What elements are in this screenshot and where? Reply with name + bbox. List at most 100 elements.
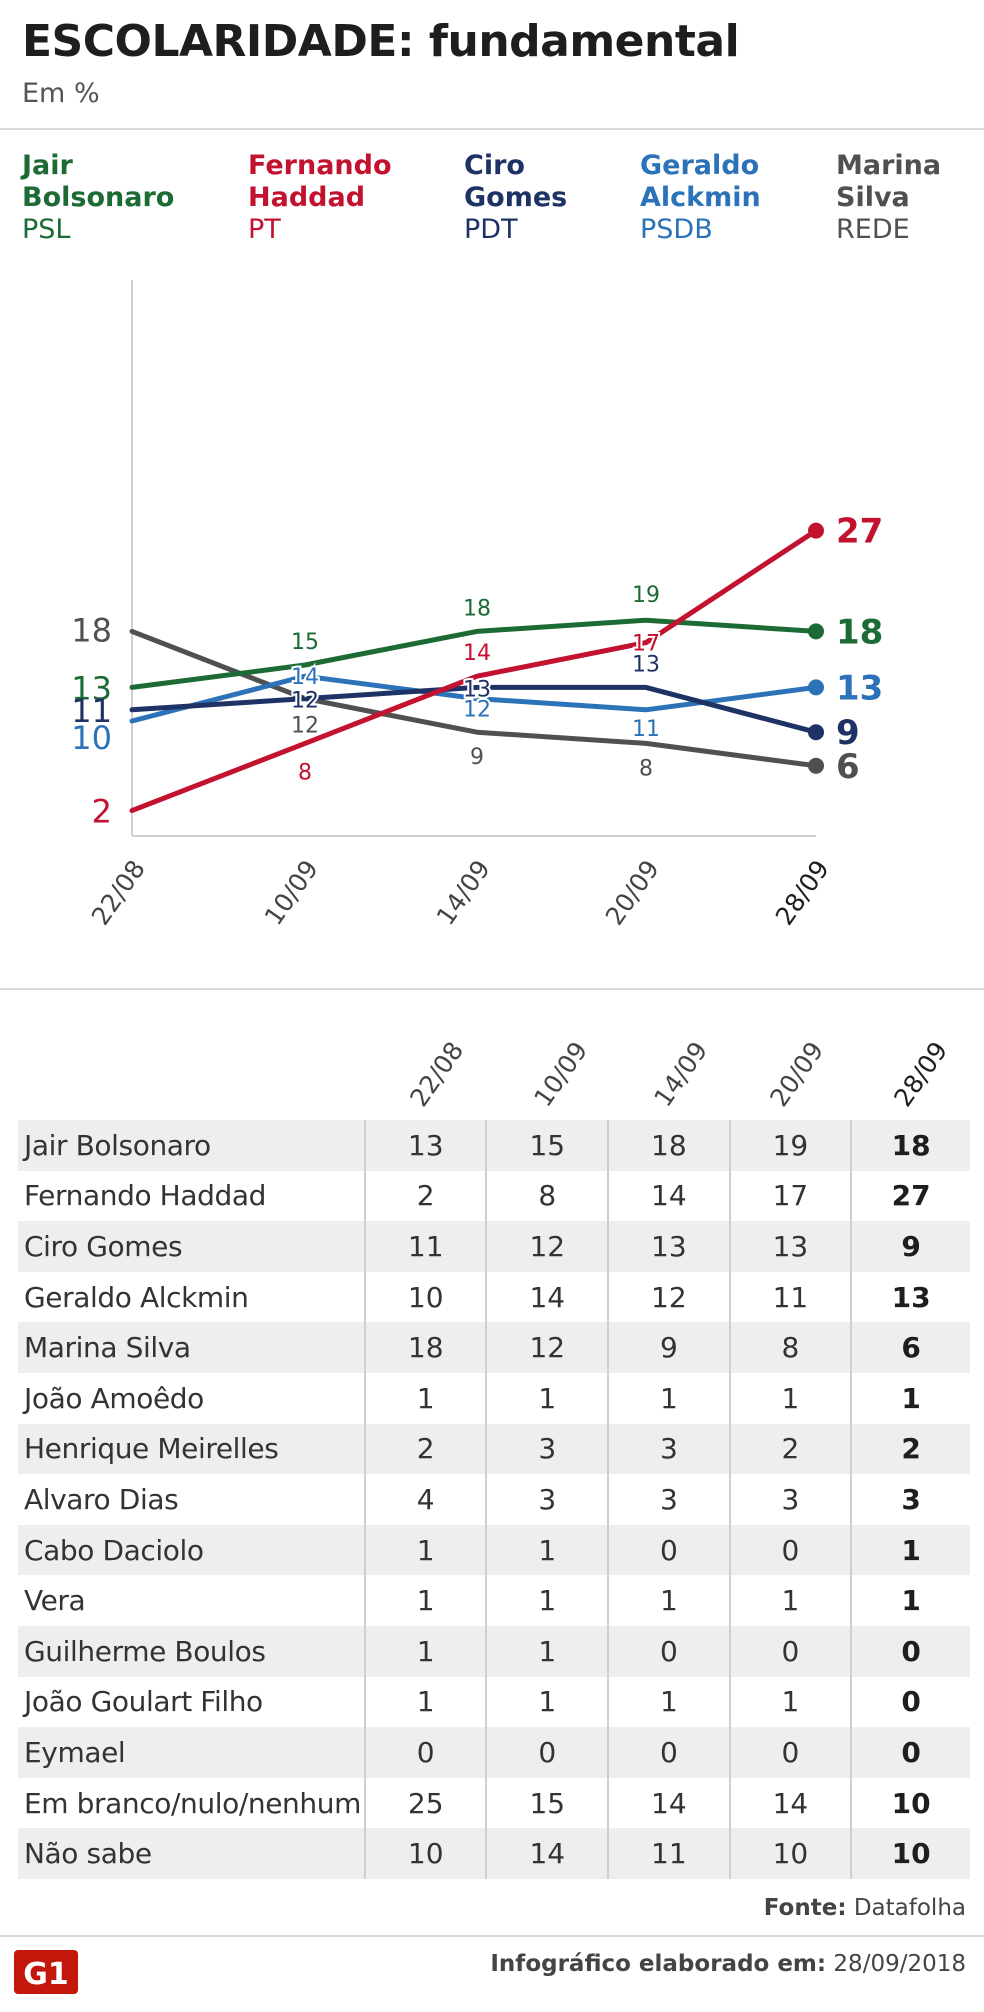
table-row: Ciro Gomes 11 12 13 13 9	[18, 1221, 970, 1272]
header-divider	[0, 128, 984, 130]
x-tick-label: 10/09	[259, 855, 324, 931]
data-label-bolsonaro: 13	[71, 669, 112, 707]
row-value-cell: 12	[608, 1271, 731, 1323]
table-row: Marina Silva 18 12 9 8 6	[18, 1322, 970, 1373]
data-label-ciro: 12	[291, 689, 319, 714]
legend-last-name: Bolsonaro	[22, 182, 175, 213]
results-table: Jair Bolsonaro 13 15 18 19 18 Fernando Haddad 2…	[18, 1120, 970, 1879]
table-row: Eymael 0 0 0 0 0	[18, 1727, 970, 1778]
data-label-bolsonaro: 19	[632, 583, 660, 608]
table-row: Fernando Haddad 2 8 14 17 27	[18, 1170, 970, 1222]
table-row: João Goulart Filho 1 1 1 1 0	[18, 1676, 970, 1728]
legend-first-name: Marina	[836, 150, 942, 181]
row-value-cell: 11	[729, 1271, 853, 1323]
series-layer	[129, 522, 824, 814]
row-value-cell: 11	[608, 1828, 731, 1879]
row-value-cell: 1	[486, 1676, 610, 1728]
row-value-cell: 1	[729, 1575, 853, 1626]
row-candidate-name: Vera	[18, 1575, 366, 1626]
table-row: Alvaro Dias 4 3 3 3 3	[18, 1474, 970, 1525]
legend-last-name: Haddad	[248, 182, 366, 213]
legend-first-name: Fernando	[248, 150, 392, 181]
x-tick-label: 14/09	[431, 855, 496, 931]
row-value-cell: 1	[364, 1625, 488, 1677]
row-value-cell: 2	[850, 1423, 970, 1475]
row-candidate-name: Em branco/nulo/nenhum	[18, 1777, 366, 1829]
legend-party: PSL	[22, 214, 71, 245]
table-row: Em branco/nulo/nenhum 25 15 14 14 10	[18, 1777, 970, 1829]
table-row: Não sabe 10 14 11 10 10	[18, 1828, 970, 1879]
column-header: 28/09	[888, 1036, 954, 1112]
row-value-cell: 3	[486, 1423, 610, 1475]
data-label-haddad: 27	[836, 512, 883, 552]
table-row: Henrique Meirelles 2 3 3 2 2	[18, 1423, 970, 1475]
row-value-cell: 14	[729, 1777, 853, 1829]
row-value-cell: 1	[608, 1575, 731, 1626]
row-value-cell: 14	[608, 1170, 731, 1222]
legend-party: PSDB	[640, 214, 713, 245]
row-value-cell: 1	[364, 1524, 488, 1576]
row-value-cell: 1	[608, 1676, 731, 1728]
table-row: Jair Bolsonaro 13 15 18 19 18	[18, 1120, 970, 1171]
row-candidate-name: Geraldo Alckmin	[18, 1271, 366, 1323]
legend-item-ciro: Ciro Gomes PDT	[464, 150, 654, 246]
row-value-cell: 0	[608, 1727, 731, 1778]
data-label-marina: 12	[291, 714, 319, 739]
logo-text: G1	[23, 1957, 69, 1992]
data-label-marina: 8	[639, 756, 653, 781]
data-label-haddad: 14	[463, 641, 491, 666]
page-title: ESCOLARIDADE: fundamental	[22, 16, 740, 67]
source-label: Fonte:	[763, 1895, 847, 1921]
table-column-headers: 22/08 10/09 14/09 20/09 28/09	[0, 1020, 984, 1120]
credit-value: 28/09/2018	[833, 1951, 966, 1977]
table-row: Guilherme Boulos 1 1 0 0 0	[18, 1625, 970, 1677]
x-tick-label: 28/09	[770, 855, 835, 931]
row-candidate-name: Guilherme Boulos	[18, 1625, 366, 1677]
row-value-cell: 1	[608, 1372, 731, 1424]
row-value-cell: 3	[486, 1474, 610, 1525]
row-candidate-name: Fernando Haddad	[18, 1170, 366, 1222]
row-value-cell: 4	[364, 1474, 488, 1525]
legend-party: PDT	[464, 214, 518, 245]
x-tick-label: 22/08	[86, 855, 151, 931]
column-header: 10/09	[528, 1036, 594, 1112]
data-label-alckmin: 13	[836, 668, 883, 708]
data-label-marina: 9	[470, 745, 484, 770]
row-value-cell: 11	[364, 1221, 488, 1272]
row-value-cell: 1	[486, 1524, 610, 1576]
row-value-cell: 10	[364, 1828, 488, 1879]
table-row: Vera 1 1 1 1 1	[18, 1575, 970, 1626]
footer-divider	[0, 1935, 984, 1937]
row-value-cell: 2	[729, 1423, 853, 1475]
row-value-cell: 1	[486, 1372, 610, 1424]
data-label-bolsonaro: 18	[463, 596, 491, 621]
row-candidate-name: Não sabe	[18, 1828, 366, 1879]
row-value-cell: 1	[364, 1676, 488, 1728]
row-value-cell: 2	[364, 1423, 488, 1475]
column-header: 20/09	[764, 1036, 830, 1112]
legend-item-bolsonaro: Jair Bolsonaro PSL	[22, 150, 212, 246]
series-line-marina	[129, 628, 819, 769]
row-value-cell: 3	[729, 1474, 853, 1525]
row-value-cell: 1	[364, 1575, 488, 1626]
row-value-cell: 6	[850, 1322, 970, 1373]
source-value: Datafolha	[853, 1895, 966, 1921]
series-line-haddad	[129, 528, 819, 814]
row-value-cell: 0	[850, 1676, 970, 1728]
row-value-cell: 18	[608, 1120, 731, 1171]
row-value-cell: 8	[486, 1170, 610, 1222]
row-value-cell: 1	[729, 1372, 853, 1424]
row-candidate-name: Jair Bolsonaro	[18, 1120, 366, 1171]
credit-label: Infográfico elaborado em:	[490, 1951, 827, 1977]
row-value-cell: 13	[364, 1120, 488, 1171]
row-value-cell: 12	[486, 1322, 610, 1373]
legend-party: REDE	[836, 214, 910, 245]
row-value-cell: 3	[608, 1474, 731, 1525]
row-value-cell: 8	[729, 1322, 853, 1373]
row-value-cell: 0	[729, 1625, 853, 1677]
row-value-cell: 15	[486, 1120, 610, 1171]
legend-last-name: Silva	[836, 182, 910, 213]
row-value-cell: 0	[608, 1625, 731, 1677]
